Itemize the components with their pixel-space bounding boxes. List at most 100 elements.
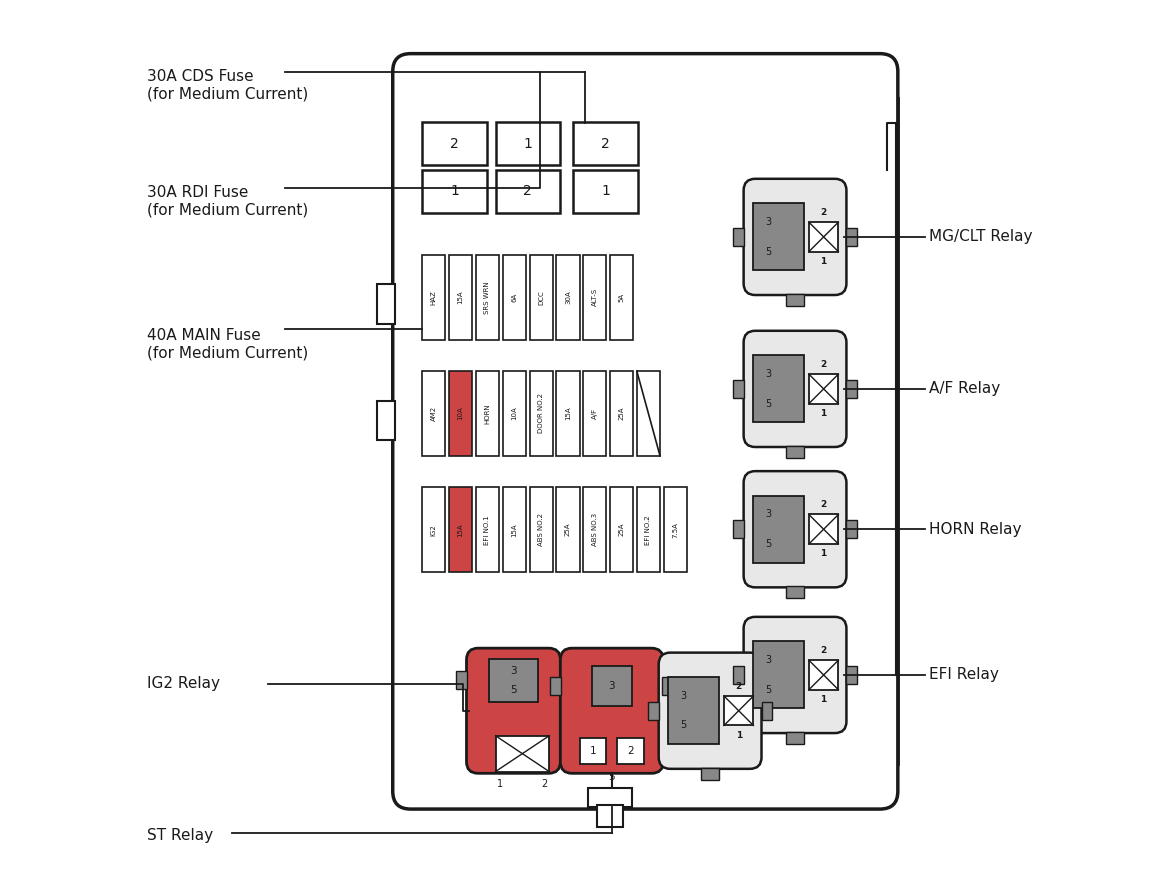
Bar [723, 696, 753, 726]
Bar [495, 122, 560, 165]
Bar [449, 371, 472, 456]
Text: 10A: 10A [511, 407, 517, 420]
Text: 1: 1 [820, 696, 827, 704]
Text: 3: 3 [765, 510, 771, 519]
Text: 7.5A: 7.5A [673, 522, 679, 537]
Text: 2: 2 [736, 681, 742, 690]
Bar [574, 170, 638, 213]
Bar [456, 671, 468, 689]
FancyBboxPatch shape [744, 179, 847, 295]
Bar [556, 255, 579, 340]
Bar [377, 284, 394, 324]
Text: 6A: 6A [511, 292, 517, 302]
Text: HAZ: HAZ [431, 290, 437, 305]
FancyBboxPatch shape [560, 648, 664, 773]
Text: 3: 3 [765, 217, 771, 227]
Text: 1: 1 [450, 184, 458, 198]
Bar [530, 371, 553, 456]
Text: 2: 2 [820, 645, 827, 654]
Text: ABS NO.2: ABS NO.2 [538, 513, 544, 546]
Bar [809, 374, 839, 404]
Bar [609, 371, 634, 456]
FancyBboxPatch shape [467, 648, 560, 773]
Bar [488, 659, 538, 702]
Bar [592, 666, 632, 706]
Bar [809, 515, 839, 544]
Text: 5: 5 [765, 685, 771, 695]
Text: 1: 1 [497, 779, 503, 789]
Bar [733, 228, 744, 246]
Text: 5: 5 [765, 247, 771, 257]
FancyBboxPatch shape [744, 331, 847, 447]
Bar [637, 487, 660, 572]
Text: IG2 Relay: IG2 Relay [147, 677, 220, 691]
Bar [761, 702, 772, 720]
Text: 3: 3 [608, 681, 615, 691]
Text: 1: 1 [820, 257, 827, 266]
Bar [668, 678, 720, 744]
Text: 30A: 30A [564, 291, 571, 304]
Bar [847, 380, 857, 398]
Text: EFI NO.2: EFI NO.2 [645, 515, 651, 544]
Bar [449, 487, 472, 572]
Bar [786, 586, 804, 598]
Bar [786, 294, 804, 306]
Text: HORN Relay: HORN Relay [930, 522, 1022, 536]
Text: 15A: 15A [511, 523, 517, 536]
Text: 5: 5 [510, 685, 517, 695]
Text: 10A: 10A [457, 407, 463, 420]
Text: 1: 1 [736, 731, 742, 740]
Text: 15A: 15A [564, 407, 571, 420]
Text: 5: 5 [608, 772, 615, 782]
Text: HORN: HORN [485, 403, 491, 424]
Bar [502, 255, 526, 340]
Bar [609, 487, 634, 572]
Text: IG2: IG2 [431, 524, 437, 536]
Bar [786, 446, 804, 458]
Text: 1: 1 [601, 184, 609, 198]
Bar [530, 255, 553, 340]
Text: 25A: 25A [619, 523, 624, 536]
FancyBboxPatch shape [659, 653, 761, 769]
Bar [702, 768, 719, 780]
Bar [647, 702, 659, 720]
Text: 1: 1 [820, 549, 827, 559]
Text: 25A: 25A [619, 407, 624, 420]
Bar [476, 371, 499, 456]
Bar [664, 487, 687, 572]
Text: 1: 1 [523, 137, 532, 151]
Bar [476, 487, 499, 572]
Text: 25A: 25A [564, 523, 571, 536]
Text: AM2: AM2 [431, 406, 437, 421]
Bar [502, 487, 526, 572]
Text: DOOR NO.2: DOOR NO.2 [538, 393, 544, 434]
Bar [423, 371, 446, 456]
Bar [495, 736, 550, 772]
Bar [423, 170, 486, 213]
Bar [752, 204, 804, 270]
Bar [752, 642, 804, 708]
Text: 2: 2 [820, 359, 827, 368]
Text: 2: 2 [450, 137, 458, 151]
Text: 5: 5 [765, 539, 771, 549]
Bar [809, 660, 839, 690]
Text: 40A MAIN Fuse
(for Medium Current): 40A MAIN Fuse (for Medium Current) [147, 328, 308, 360]
FancyBboxPatch shape [744, 471, 847, 587]
Bar [752, 356, 804, 423]
Text: SRS WRN: SRS WRN [485, 281, 491, 314]
Text: 5: 5 [765, 399, 771, 409]
Bar [662, 678, 674, 696]
Text: 2: 2 [820, 500, 827, 510]
Text: 5A: 5A [619, 292, 624, 302]
Bar [637, 371, 660, 456]
Text: 2: 2 [627, 746, 634, 756]
Text: 2: 2 [820, 207, 827, 216]
Bar [530, 487, 553, 572]
Text: 15A: 15A [457, 523, 463, 536]
Text: 3: 3 [680, 691, 687, 701]
Text: 1: 1 [590, 746, 597, 756]
Bar [847, 228, 857, 246]
Text: 3: 3 [765, 369, 771, 379]
Bar [609, 255, 634, 340]
Bar [550, 678, 561, 696]
